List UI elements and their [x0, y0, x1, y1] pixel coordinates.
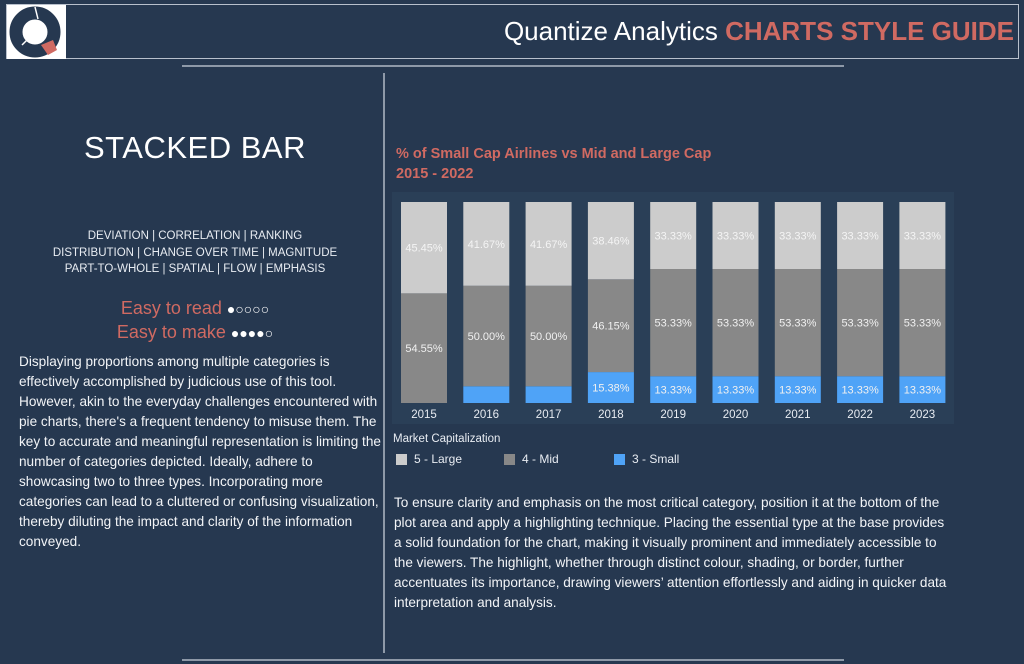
x-tick-label: 2021	[785, 409, 811, 421]
rating-label: Easy to make	[116, 322, 226, 342]
data-label: 53.33%	[779, 318, 817, 330]
legend-title: Market Capitalization	[393, 433, 501, 445]
data-label: 53.33%	[717, 318, 755, 330]
legend-item-small: 3 - Small	[614, 452, 679, 466]
data-label: 53.33%	[841, 318, 879, 330]
data-label: 33.33%	[904, 231, 942, 243]
bar-segment-5-large-2018	[587, 202, 634, 280]
bar-segment-3-small-2020	[712, 376, 759, 403]
legend-label: 5 - Large	[414, 452, 463, 466]
data-label: 13.33%	[904, 385, 942, 397]
data-label: 15.38%	[592, 383, 630, 395]
chart-title-sub: 2015 - 2022	[396, 166, 474, 182]
bar-segment-4-mid-2019	[650, 269, 697, 377]
rating-easy-to-make: Easy to make ●●●●○	[0, 322, 390, 343]
data-label: 46.15%	[592, 321, 630, 333]
x-tick-label: 2020	[723, 409, 749, 421]
bar-segment-3-small-2016	[463, 386, 510, 403]
bar-segment-5-large-2022	[837, 202, 884, 269]
divider-top	[182, 65, 844, 67]
chart-plot-area: 54.55% 45.45% 2015 50.00% 41.67% 2016 50.00% 41…	[392, 192, 954, 424]
bar-segment-3-small-2019	[650, 376, 697, 403]
bar-segment-4-mid-2018	[587, 279, 634, 373]
bar-segment-3-small-2021	[774, 376, 821, 403]
x-tick-label: 2018	[598, 409, 624, 421]
bar-segment-3-small-2017	[525, 386, 572, 403]
category-line: DEVIATION | CORRELATION | RANKING	[87, 230, 303, 242]
bar-segment-4-mid-2015	[401, 293, 447, 403]
rating-easy-to-read: Easy to read ●○○○○	[0, 298, 390, 319]
bar-segment-4-mid-2017	[525, 285, 572, 387]
bar-segment-3-small-2018	[587, 372, 634, 403]
chart-purpose-categories: DEVIATION | CORRELATION | RANKING DISTRI…	[0, 228, 390, 278]
chart-title-main: % of Small Cap Airlines vs Mid and Large…	[396, 146, 712, 162]
bar-segment-4-mid-2016	[463, 285, 510, 387]
bar-segment-4-mid-2021	[774, 269, 821, 377]
header-bar	[6, 4, 1019, 59]
x-tick-label: 2022	[847, 409, 873, 421]
bar-segment-5-large-2021	[774, 202, 821, 269]
data-label: 41.67%	[468, 239, 506, 251]
bar-segment-5-large-2015	[401, 202, 447, 294]
data-label: 33.33%	[655, 231, 693, 243]
data-label: 13.33%	[841, 385, 879, 397]
rating-label: Easy to read	[120, 298, 222, 318]
rating-dots-icon: ●○○○○	[226, 301, 270, 317]
donut-logo-icon	[9, 6, 61, 58]
data-label: 50.00%	[468, 331, 506, 343]
chart-title: % of Small Cap Airlines vs Mid and Large…	[396, 144, 711, 184]
logo	[7, 5, 66, 59]
bar-segment-5-large-2023	[899, 202, 946, 269]
page-title: Quantize Analytics CHARTS STYLE GUIDE	[504, 16, 1014, 47]
x-tick-label: 2016	[474, 409, 500, 421]
legend-item-large: 5 - Large	[396, 452, 462, 466]
x-tick-label: 2023	[910, 409, 936, 421]
bar-segment-5-large-2019	[650, 202, 697, 269]
data-label: 50.00%	[530, 331, 568, 343]
data-label: 13.33%	[779, 385, 817, 397]
chart-usage-note: To ensure clarity and emphasis on the mo…	[394, 495, 947, 610]
category-line: PART-TO-WHOLE | SPATIAL | FLOW | EMPHASI…	[64, 263, 326, 275]
bar-segment-4-mid-2023	[899, 269, 946, 377]
bar-segment-3-small-2023	[899, 376, 946, 403]
legend-swatch	[614, 453, 625, 465]
legend-swatch	[504, 453, 515, 465]
data-label: 45.45%	[405, 243, 443, 255]
stacked-bar-chart: 54.55% 45.45% 2015 50.00% 41.67% 2016 50.00% 41…	[401, 202, 946, 421]
legend-item-mid: 4 - Mid	[504, 452, 559, 466]
bar-segment-3-small-2022	[837, 376, 884, 403]
chart-description: Displaying proportions among multiple ca…	[19, 354, 381, 549]
data-label: 38.46%	[592, 236, 630, 248]
brand-name: Quantize Analytics	[503, 16, 718, 46]
legend-swatch	[396, 453, 407, 465]
bar-segment-5-large-2016	[463, 202, 510, 286]
x-tick-label: 2019	[660, 409, 686, 421]
data-label: 13.33%	[655, 385, 693, 397]
legend-label: 4 - Mid	[522, 452, 559, 466]
category-line: DISTRIBUTION | CHANGE OVER TIME | MAGNIT…	[52, 246, 338, 259]
data-label: 54.55%	[405, 343, 443, 355]
data-label: 33.33%	[841, 231, 879, 243]
data-label: 13.33%	[717, 385, 755, 397]
divider-bottom	[182, 659, 844, 661]
data-label: 33.33%	[779, 231, 817, 243]
chart-type-heading: STACKED BAR	[84, 130, 306, 165]
rating-dots-icon: ●●●●○	[230, 325, 274, 341]
data-label: 53.33%	[655, 318, 693, 330]
bar-segment-4-mid-2022	[837, 269, 884, 377]
data-label: 33.33%	[717, 231, 755, 243]
divider-vertical	[383, 73, 385, 653]
x-tick-label: 2017	[536, 409, 562, 421]
bar-segment-5-large-2017	[525, 202, 572, 286]
data-label: 41.67%	[530, 239, 568, 251]
bar-segment-5-large-2020	[712, 202, 759, 269]
bar-segment-4-mid-2020	[712, 269, 759, 377]
data-label: 53.33%	[904, 318, 942, 330]
guide-subtitle: CHARTS STYLE GUIDE	[725, 16, 1014, 46]
x-tick-label: 2015	[411, 409, 437, 421]
legend-label: 3 - Small	[632, 452, 680, 466]
